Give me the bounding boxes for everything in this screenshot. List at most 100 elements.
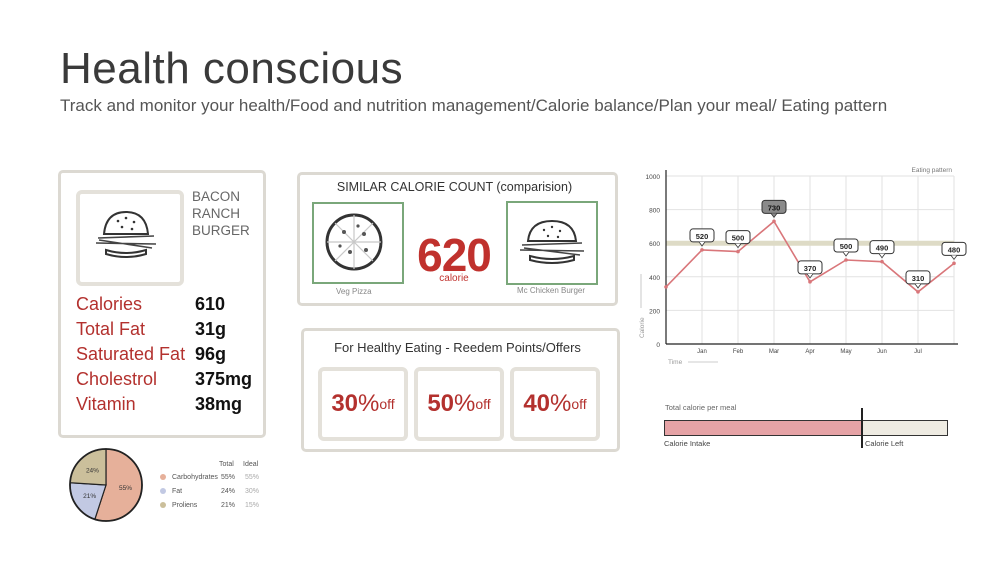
macro-total: 24%: [221, 488, 236, 495]
macro-name: Carbohydrates: [172, 474, 218, 481]
data-point: [916, 290, 920, 294]
calorie-intake-label: Calorie Intake: [664, 439, 711, 448]
y-tick-label: 600: [649, 241, 660, 248]
nutrition-value: 38mg: [195, 394, 243, 414]
x-tick-label: Mar: [769, 349, 779, 355]
comparison-left-caption: Veg Pizza: [336, 287, 372, 296]
eating-pattern-chart: 0 200 400 600 800 1000 Jan Feb Mar Apr May Jun Jul Ea…: [639, 167, 967, 366]
offer-suffix: off: [571, 396, 587, 412]
page-subtitle: Track and monitor your health/Food and n…: [60, 96, 888, 115]
x-tick-label: Apr: [805, 349, 814, 355]
macro-total: 55%: [221, 474, 236, 481]
y-axis-label: Calorie: [639, 317, 646, 338]
data-label-pointer: [698, 241, 706, 247]
data-label: 500: [840, 242, 853, 251]
y-tick-label: 200: [649, 308, 660, 315]
nutrition-value: 610: [195, 294, 226, 314]
chart-title: Eating pattern: [912, 167, 953, 174]
comparison-right-caption: Mc Chicken Burger: [517, 286, 586, 295]
macro-legend-row: Proliens 21% 15%: [160, 502, 270, 509]
y-tick-label: 1000: [646, 174, 661, 181]
calorie-bar-title: Total calorie per meal: [665, 403, 737, 412]
nutrition-value: 31g: [195, 319, 227, 339]
offer-button[interactable]: 50% off: [414, 367, 504, 441]
data-label-pointer: [806, 273, 814, 279]
comparison-unit: calorie: [439, 273, 469, 284]
pie-label: 24%: [86, 468, 99, 475]
legend-swatch: [160, 474, 166, 481]
nutrition-row-saturated-fat: Saturated Fat 96g: [76, 344, 276, 369]
data-label: 520: [696, 232, 709, 241]
macro-ideal: 30%: [245, 488, 260, 495]
offer-percent: 40: [523, 390, 551, 417]
calorie-bar-divider[interactable]: [861, 408, 863, 448]
data-label-pointer: [878, 253, 886, 259]
data-label-pointer: [734, 243, 742, 249]
x-tick-label: Jun: [877, 349, 887, 355]
data-label: 500: [732, 234, 745, 243]
macro-ideal: 55%: [245, 474, 260, 481]
nutrition-value: 375mg: [195, 369, 253, 389]
nutrition-row-total-fat: Total Fat 31g: [76, 319, 276, 344]
offer-percent-sign: %: [454, 390, 476, 417]
food-image-frame: [76, 190, 184, 286]
data-label-bubble: [869, 240, 895, 255]
comparison-right-item[interactable]: [506, 201, 598, 285]
y-tick-label: 0: [656, 342, 660, 349]
offer-percent-sign: %: [550, 390, 572, 417]
data-label-pointer: [842, 251, 850, 257]
macro-name: Proliens: [172, 502, 198, 509]
offer-percent-sign: %: [358, 390, 380, 417]
data-label-pointer: [950, 255, 958, 261]
data-point: [880, 259, 884, 264]
calorie-bar-track: [664, 420, 948, 436]
legend-swatch: [160, 488, 166, 495]
data-label-pointer: [914, 283, 922, 289]
pie-label: 55%: [119, 485, 132, 492]
y-tick-label: 400: [649, 275, 660, 282]
burger-icon: [519, 219, 585, 264]
data-point: [736, 249, 740, 254]
x-tick-label: Feb: [733, 349, 744, 355]
data-label: 730: [768, 203, 781, 212]
comparison-title: SIMILAR CALORIE COUNT (comparision): [336, 180, 573, 194]
data-label: 490: [876, 244, 889, 253]
data-point: [700, 248, 704, 252]
data-label: 370: [804, 264, 817, 273]
food-name: BACON RANCH BURGER: [192, 188, 272, 239]
offer-button[interactable]: 40% off: [510, 367, 600, 441]
macro-total: 21%: [221, 502, 236, 509]
offer-suffix: off: [475, 396, 491, 412]
data-label: 480: [948, 245, 961, 254]
macro-column-total: Total: [219, 461, 234, 468]
macro-legend-row: Fat 24% 30%: [160, 488, 270, 495]
macro-ideal: 15%: [245, 502, 260, 509]
nutrition-label: Saturated Fat: [76, 344, 186, 364]
offers-title: For Healthy Eating - Reedem Points/Offer…: [334, 340, 581, 355]
pizza-icon: [325, 213, 383, 271]
offer-suffix: off: [379, 396, 395, 412]
data-point: [952, 261, 956, 266]
food-name-line: BACON: [192, 189, 241, 204]
data-point: [844, 258, 848, 262]
macro-column-ideal: Ideal: [243, 461, 259, 468]
offer-percent: 50: [427, 390, 455, 417]
calorie-left-label: Calorie Left: [865, 439, 904, 448]
nutrition-value: 96g: [195, 344, 227, 364]
pie-label: 21%: [83, 493, 96, 500]
nutrition-label: Total Fat: [76, 319, 146, 339]
macro-name: Fat: [172, 488, 183, 495]
comparison-left-item[interactable]: [312, 202, 404, 284]
x-tick-label: Jul: [914, 349, 922, 355]
nutrition-row-cholestrol: Cholestrol 375mg: [76, 369, 276, 394]
nutrition-label: Calories: [76, 294, 143, 314]
data-point: [664, 285, 668, 289]
calorie-intake-fill: [665, 421, 863, 435]
offer-percent: 30: [331, 390, 359, 417]
nutrition-label: Cholestrol: [76, 369, 158, 389]
data-label-pointer: [770, 213, 778, 219]
nutrition-row-calories: Calories 610: [76, 294, 276, 319]
offer-button[interactable]: 30% off: [318, 367, 408, 441]
data-point: [772, 219, 776, 224]
data-point: [808, 280, 812, 284]
